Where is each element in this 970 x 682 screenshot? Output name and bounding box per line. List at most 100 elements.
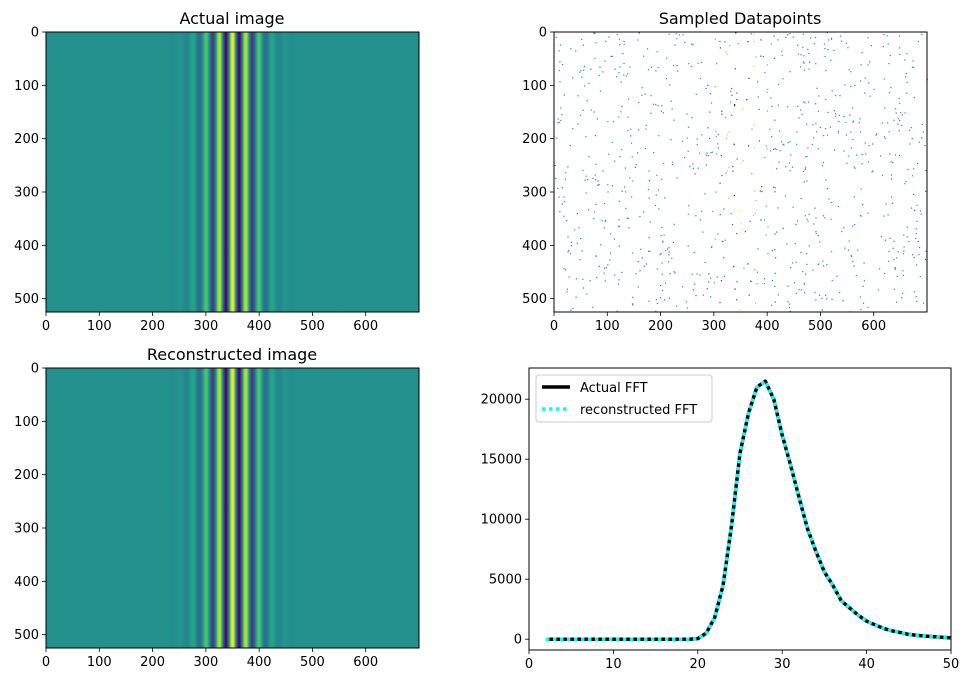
- sample-point: [704, 261, 706, 264]
- y-tick-label: 10000: [481, 513, 522, 528]
- sample-point: [579, 114, 581, 116]
- sample-point: [611, 55, 613, 57]
- sample-point: [774, 119, 776, 121]
- sample-point: [725, 137, 728, 139]
- sample-point: [582, 169, 584, 171]
- sample-point: [577, 123, 579, 125]
- sample-point: [655, 299, 657, 301]
- sample-point: [736, 158, 738, 160]
- sample-point: [728, 131, 730, 133]
- sample-point: [717, 233, 719, 235]
- sample-point: [913, 256, 915, 258]
- sample-point: [792, 262, 794, 264]
- y-tick-label: 200: [14, 468, 39, 483]
- sample-point: [740, 210, 742, 212]
- sample-point: [835, 95, 837, 97]
- sample-point: [660, 284, 662, 286]
- sample-point: [859, 296, 861, 298]
- sample-point: [664, 197, 666, 199]
- sample-point: [818, 263, 820, 265]
- sample-point: [584, 85, 586, 87]
- sample-point: [631, 303, 634, 305]
- sample-point: [558, 121, 560, 123]
- sample-point: [611, 185, 613, 187]
- sample-point: [613, 238, 616, 240]
- sample-point: [663, 163, 665, 165]
- sample-point: [554, 164, 556, 166]
- sample-point: [887, 43, 889, 45]
- sample-point: [648, 237, 650, 239]
- sample-point: [846, 162, 848, 164]
- sample-point: [559, 61, 561, 63]
- sample-point: [678, 34, 681, 36]
- sample-point: [831, 298, 833, 300]
- sample-point: [708, 281, 710, 283]
- sample-point: [724, 239, 726, 241]
- sample-point: [734, 68, 736, 70]
- legend-label-reconstructed: reconstructed FFT: [580, 403, 697, 418]
- sample-point: [918, 254, 920, 256]
- sample-point: [671, 164, 673, 166]
- sample-point: [808, 52, 810, 54]
- sample-point: [751, 128, 753, 130]
- sample-point: [653, 151, 655, 154]
- sample-point: [620, 81, 622, 83]
- sample-point: [720, 280, 723, 282]
- sample-point: [704, 193, 706, 195]
- sample-point: [727, 53, 729, 55]
- sample-point: [905, 181, 907, 183]
- sample-point: [676, 177, 678, 179]
- sample-point: [920, 213, 922, 215]
- sample-point: [800, 197, 802, 200]
- sample-point: [771, 136, 773, 138]
- sample-point: [844, 84, 846, 86]
- sample-point: [795, 261, 797, 263]
- sample-point: [880, 155, 882, 157]
- sample-point: [570, 48, 572, 50]
- sample-point: [884, 239, 886, 241]
- sample-point: [760, 39, 762, 41]
- sample-point: [803, 282, 805, 284]
- sample-point: [802, 46, 804, 49]
- sample-point: [753, 40, 755, 43]
- sample-point: [594, 174, 596, 176]
- sample-point: [623, 62, 625, 64]
- panel-fft-plot: 0 10 20 30 40 50 0 5000 10000 15000 20000 Actual F…: [481, 367, 959, 672]
- sample-point: [906, 226, 908, 228]
- sample-point: [707, 155, 709, 157]
- sample-point: [715, 191, 717, 193]
- sample-point: [826, 188, 828, 190]
- x-tick-label: 0: [550, 319, 558, 334]
- sample-point: [924, 145, 926, 147]
- sample-point: [609, 259, 611, 261]
- sample-point: [756, 271, 759, 273]
- sample-point: [635, 273, 637, 275]
- sample-point: [673, 271, 675, 273]
- sample-point: [804, 102, 806, 104]
- sample-point: [896, 301, 898, 303]
- sample-point: [648, 170, 650, 172]
- sample-point: [747, 41, 749, 43]
- sample-point: [915, 296, 917, 298]
- sample-point: [605, 267, 607, 269]
- sample-point: [575, 50, 577, 52]
- sample-point: [595, 163, 597, 165]
- sample-point: [860, 309, 862, 311]
- sample-point: [884, 272, 886, 274]
- sample-point: [753, 269, 756, 271]
- sample-point: [848, 69, 850, 71]
- sample-point: [634, 166, 636, 168]
- sample-point: [818, 95, 820, 97]
- sample-point: [701, 210, 703, 212]
- sample-point: [816, 131, 818, 133]
- sample-point: [574, 229, 576, 231]
- sample-point: [776, 148, 778, 151]
- y-tick-label: 100: [14, 415, 39, 430]
- sample-point: [875, 134, 877, 136]
- y-tick-label: 0: [514, 633, 522, 648]
- sample-point: [746, 99, 748, 101]
- sample-point: [715, 135, 717, 138]
- sample-point: [854, 84, 856, 87]
- sample-point: [610, 252, 612, 254]
- sample-point: [744, 231, 746, 233]
